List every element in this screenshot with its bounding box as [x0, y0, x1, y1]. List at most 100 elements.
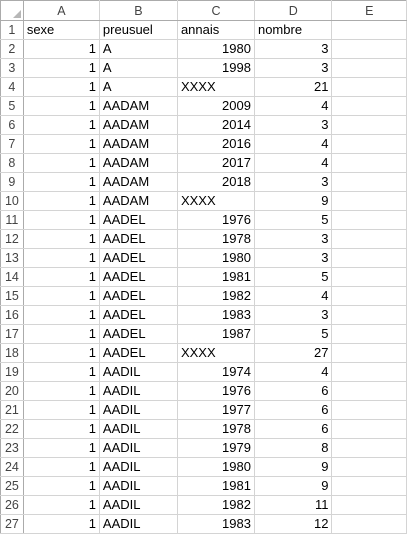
cell-a[interactable]: 1 [22, 381, 100, 401]
cell-d[interactable]: 5 [253, 267, 333, 287]
column-header-d[interactable]: D [253, 0, 333, 21]
cell-c[interactable]: 1981 [176, 267, 255, 287]
cell-e[interactable] [331, 495, 407, 515]
cell-a[interactable]: 1 [22, 343, 100, 363]
row-header[interactable]: 5 [0, 96, 24, 116]
row-header[interactable]: 20 [0, 381, 24, 401]
cell-b[interactable]: preusuel [98, 20, 178, 40]
cell-b[interactable]: AADIL [98, 457, 178, 477]
cell-b[interactable]: A [98, 39, 178, 59]
cell-a[interactable]: 1 [22, 438, 100, 458]
cell-e[interactable] [331, 362, 407, 382]
cell-e[interactable] [331, 134, 407, 154]
cell-e[interactable] [331, 248, 407, 268]
cell-c[interactable]: 1980 [176, 457, 255, 477]
cell-b[interactable]: AADEL [98, 210, 178, 230]
row-header[interactable]: 2 [0, 39, 24, 59]
cell-b[interactable]: AADEL [98, 267, 178, 287]
cell-b[interactable]: AADAM [98, 134, 178, 154]
cell-a[interactable]: 1 [22, 362, 100, 382]
column-header-c[interactable]: C [176, 0, 255, 21]
row-header[interactable]: 9 [0, 172, 24, 192]
row-header[interactable]: 6 [0, 115, 24, 135]
cell-d[interactable]: 12 [253, 514, 333, 534]
cell-d[interactable]: 3 [253, 229, 333, 249]
row-header[interactable]: 23 [0, 438, 24, 458]
cell-a[interactable]: 1 [22, 514, 100, 534]
cell-c[interactable]: 1976 [176, 210, 255, 230]
cell-a[interactable]: 1 [22, 267, 100, 287]
column-header-e[interactable]: E [331, 0, 407, 21]
cell-a[interactable]: 1 [22, 172, 100, 192]
row-header[interactable]: 27 [0, 514, 24, 534]
cell-b[interactable]: AADIL [98, 476, 178, 496]
row-header[interactable]: 18 [0, 343, 24, 363]
cell-c[interactable]: 1983 [176, 514, 255, 534]
cell-c[interactable]: 1982 [176, 286, 255, 306]
cell-a[interactable]: 1 [22, 96, 100, 116]
cell-d[interactable]: 3 [253, 248, 333, 268]
cell-d[interactable]: 6 [253, 400, 333, 420]
cell-e[interactable] [331, 191, 407, 211]
row-header[interactable]: 26 [0, 495, 24, 515]
row-header[interactable]: 22 [0, 419, 24, 439]
cell-d[interactable]: 9 [253, 191, 333, 211]
row-header[interactable]: 12 [0, 229, 24, 249]
cell-e[interactable] [331, 400, 407, 420]
cell-d[interactable]: 21 [253, 77, 333, 97]
cell-e[interactable] [331, 305, 407, 325]
cell-b[interactable]: A [98, 58, 178, 78]
cell-e[interactable] [331, 419, 407, 439]
cell-d[interactable]: 3 [253, 115, 333, 135]
cell-a[interactable]: 1 [22, 476, 100, 496]
select-all-corner[interactable] [0, 0, 24, 21]
cell-d[interactable]: 4 [253, 286, 333, 306]
cell-b[interactable]: AADEL [98, 343, 178, 363]
cell-d[interactable]: 6 [253, 419, 333, 439]
row-header[interactable]: 19 [0, 362, 24, 382]
cell-d[interactable]: 11 [253, 495, 333, 515]
cell-d[interactable]: 3 [253, 305, 333, 325]
cell-c[interactable]: XXXX [176, 77, 255, 97]
cell-d[interactable]: 27 [253, 343, 333, 363]
cell-d[interactable]: 9 [253, 476, 333, 496]
cell-c[interactable]: 1983 [176, 305, 255, 325]
cell-c[interactable]: 1981 [176, 476, 255, 496]
cell-d[interactable]: 6 [253, 381, 333, 401]
cell-a[interactable]: 1 [22, 39, 100, 59]
cell-a[interactable]: 1 [22, 229, 100, 249]
cell-c[interactable]: 1980 [176, 39, 255, 59]
cell-d[interactable]: 4 [253, 96, 333, 116]
cell-e[interactable] [331, 210, 407, 230]
cell-e[interactable] [331, 343, 407, 363]
cell-b[interactable]: AADAM [98, 115, 178, 135]
cell-e[interactable] [331, 286, 407, 306]
cell-d[interactable]: 8 [253, 438, 333, 458]
cell-e[interactable] [331, 153, 407, 173]
cell-d[interactable]: 4 [253, 362, 333, 382]
row-header[interactable]: 21 [0, 400, 24, 420]
cell-d[interactable]: 4 [253, 153, 333, 173]
cell-c[interactable]: 2017 [176, 153, 255, 173]
cell-b[interactable]: AADIL [98, 495, 178, 515]
cell-c[interactable]: 1978 [176, 419, 255, 439]
cell-c[interactable]: 2009 [176, 96, 255, 116]
cell-d[interactable]: 3 [253, 172, 333, 192]
cell-c[interactable]: 2014 [176, 115, 255, 135]
cell-a[interactable]: 1 [22, 495, 100, 515]
cell-b[interactable]: AADIL [98, 514, 178, 534]
cell-e[interactable] [331, 20, 407, 40]
cell-a[interactable]: 1 [22, 153, 100, 173]
cell-c[interactable]: 1974 [176, 362, 255, 382]
cell-a[interactable]: 1 [22, 58, 100, 78]
row-header[interactable]: 3 [0, 58, 24, 78]
cell-b[interactable]: AADIL [98, 438, 178, 458]
row-header[interactable]: 4 [0, 77, 24, 97]
column-header-b[interactable]: B [98, 0, 178, 21]
cell-c[interactable]: 1980 [176, 248, 255, 268]
cell-d[interactable]: nombre [253, 20, 333, 40]
cell-e[interactable] [331, 476, 407, 496]
cell-a[interactable]: 1 [22, 400, 100, 420]
cell-c[interactable]: 1987 [176, 324, 255, 344]
cell-d[interactable]: 5 [253, 324, 333, 344]
